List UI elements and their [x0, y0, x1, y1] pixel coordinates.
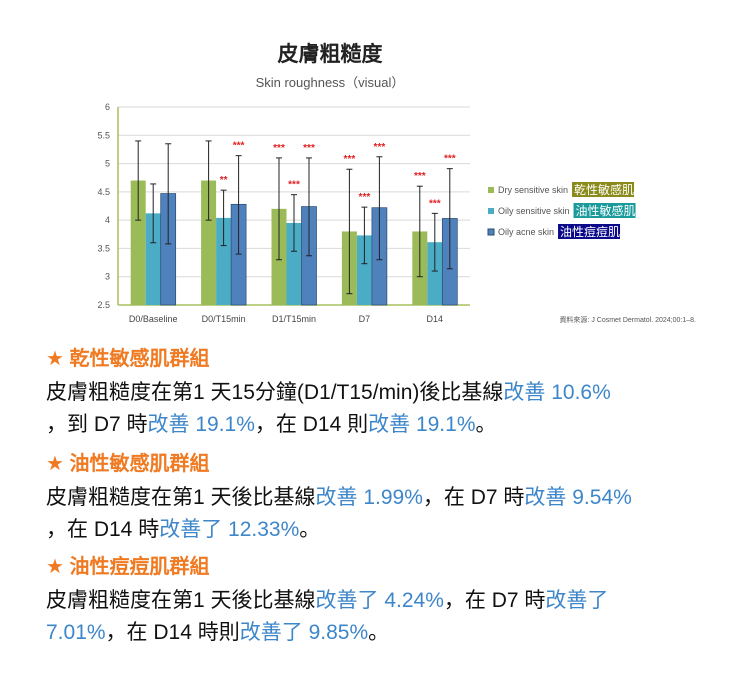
- x-tick-label: D7: [359, 314, 371, 324]
- section-text: 皮膚粗糙度在第1 天後比基線改善 1.99%，在 D7 時改善 9.54% ，在 …: [46, 482, 726, 546]
- highlight-text: 改善 1.99%: [315, 486, 423, 509]
- significance-marker: ***: [273, 143, 285, 154]
- bar: [216, 217, 232, 305]
- bar: [286, 222, 302, 305]
- legend-label: Oily acne skin: [498, 227, 554, 237]
- significance-marker: ***: [359, 192, 371, 203]
- highlight-text: 改善了 9.85%: [239, 621, 369, 644]
- bar: [356, 235, 372, 305]
- x-tick-label: D14: [427, 314, 444, 324]
- body-text: 。: [475, 413, 497, 436]
- legend-zh-label: 乾性敏感肌: [574, 182, 634, 197]
- body-text: 。: [368, 621, 390, 644]
- x-tick-label: D1/T15min: [272, 314, 316, 324]
- text-line: 7.01%，在 D14 時則改善了 9.85%。: [46, 617, 726, 649]
- highlight-text: 改善 19.1%: [368, 413, 476, 436]
- section: ★ 油性痘痘肌群組 皮膚粗糙度在第1 天後比基線改善了 4.24%，在 D7 時改…: [46, 550, 726, 649]
- x-tick-label: D0/Baseline: [129, 314, 178, 324]
- highlight-text: 改善 10.6%: [503, 381, 611, 404]
- y-tick-label: 3: [105, 272, 110, 282]
- significance-marker: ***: [233, 141, 245, 152]
- y-tick-label: 5.5: [97, 130, 110, 140]
- significance-marker: ***: [414, 171, 426, 182]
- legend-zh-label: 油性痘痘肌: [560, 224, 620, 239]
- text-line: 皮膚粗糙度在第1 天15分鐘(D1/T15/min)後比基線改善 10.6%: [46, 377, 726, 409]
- body-text: 皮膚粗糙度在第1 天後比基線: [46, 486, 316, 509]
- significance-marker: ***: [374, 142, 386, 153]
- body-text: ，到 D7 時: [46, 413, 148, 436]
- legend-label: Dry sensitive skin: [498, 185, 568, 195]
- highlight-text: 改善 19.1%: [147, 413, 255, 436]
- y-tick-label: 4.5: [97, 187, 110, 197]
- chart-title: 皮膚粗糙度: [277, 43, 383, 66]
- body-text: ，在 D7 時: [443, 589, 546, 612]
- legend-zh-badge: [558, 224, 621, 239]
- section: ★ 乾性敏感肌群組 皮膚粗糙度在第1 天15分鐘(D1/T15/min)後比基線改…: [46, 342, 726, 441]
- source-note: 資料來源: J Cosmet Dermatol. 2024;00:1–8.: [559, 315, 696, 324]
- text-line: 皮膚粗糙度在第1 天後比基線改善 1.99%，在 D7 時改善 9.54%: [46, 482, 726, 514]
- significance-marker: ***: [303, 143, 315, 154]
- body-text: 。: [299, 518, 321, 541]
- y-tick-label: 5: [105, 159, 110, 169]
- text-line: 皮膚粗糙度在第1 天後比基線改善了 4.24%，在 D7 時改善了: [46, 585, 726, 617]
- text-line: ，在 D14 時改善了 12.33%。: [46, 514, 726, 546]
- legend-zh-badge: [573, 203, 636, 218]
- body-text: 皮膚粗糙度在第1 天後比基線: [46, 589, 316, 612]
- legend-swatch: [488, 187, 494, 193]
- significance-marker: ***: [444, 154, 456, 165]
- section-text: 皮膚粗糙度在第1 天後比基線改善了 4.24%，在 D7 時改善了 7.01%，在…: [46, 585, 726, 649]
- highlight-text: 改善 9.54%: [524, 486, 632, 509]
- highlight-text: 改善了 4.24%: [315, 589, 444, 612]
- legend-label: Oily sensitive skin: [498, 206, 570, 216]
- section-heading: ★ 乾性敏感肌群組: [46, 348, 210, 370]
- y-tick-label: 6: [105, 102, 110, 112]
- highlight-text: 7.01%: [46, 621, 106, 644]
- bar: [427, 242, 443, 305]
- y-tick-label: 2.5: [97, 300, 110, 310]
- bar: [130, 180, 146, 305]
- body-text: ，在 D14 時: [46, 518, 160, 541]
- legend-zh-badge: [572, 182, 635, 197]
- text-line: ，到 D7 時改善 19.1%，在 D14 則改善 19.1%。: [46, 409, 726, 441]
- legend-zh-label: 油性敏感肌: [576, 203, 636, 218]
- highlight-text: 改善了: [545, 589, 609, 612]
- section-heading: ★ 油性敏感肌群組: [46, 453, 210, 475]
- body-text: ，在 D14 時則: [105, 621, 240, 644]
- chart-subtitle: Skin roughness（visual）: [255, 75, 405, 90]
- body-text: ，在 D7 時: [422, 486, 525, 509]
- bar: [201, 180, 217, 305]
- significance-marker: ***: [288, 180, 300, 191]
- body-text: 皮膚粗糙度在第1 天15分鐘(D1/T15/min)後比基線: [46, 381, 504, 404]
- x-tick-label: D0/T15min: [202, 314, 246, 324]
- significance-marker: ***: [429, 198, 441, 209]
- section-heading: ★ 油性痘痘肌群組: [46, 556, 210, 578]
- y-tick-label: 4: [105, 215, 110, 225]
- highlight-text: 改善了 12.33%: [159, 518, 300, 541]
- legend-swatch: [488, 208, 494, 214]
- bar: [145, 213, 161, 305]
- section: ★ 油性敏感肌群組 皮膚粗糙度在第1 天後比基線改善 1.99%，在 D7 時改善…: [46, 447, 726, 546]
- legend-swatch: [487, 228, 495, 236]
- section-text: 皮膚粗糙度在第1 天15分鐘(D1/T15/min)後比基線改善 10.6% ，到…: [46, 377, 726, 441]
- significance-marker: ***: [344, 154, 356, 165]
- y-tick-label: 3.5: [97, 243, 110, 253]
- body-text: ，在 D14 則: [254, 413, 369, 436]
- significance-marker: **: [220, 175, 228, 186]
